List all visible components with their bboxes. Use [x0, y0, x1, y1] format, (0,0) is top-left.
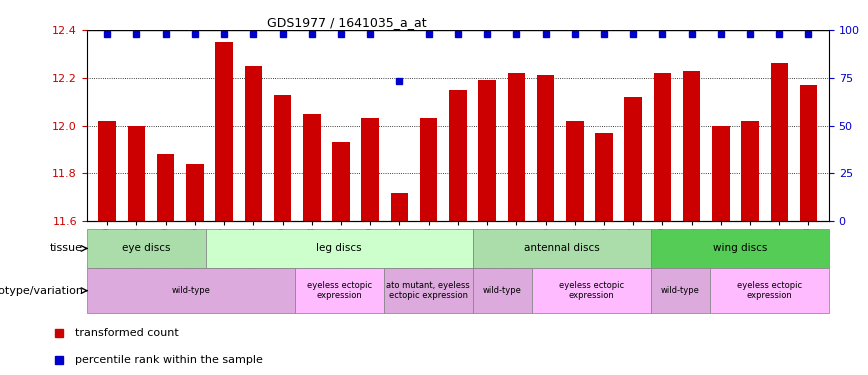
Bar: [420, 118, 437, 221]
Bar: [624, 97, 642, 221]
Bar: [245, 66, 262, 221]
Bar: [384, 268, 473, 313]
Title: GDS1977 / 1641035_a_at: GDS1977 / 1641035_a_at: [266, 16, 426, 29]
Text: wild-type: wild-type: [483, 286, 522, 295]
Bar: [87, 268, 294, 313]
Text: wild-type: wild-type: [661, 286, 700, 295]
Bar: [98, 121, 116, 221]
Text: ato mutant, eyeless
ectopic expression: ato mutant, eyeless ectopic expression: [386, 281, 470, 300]
Bar: [710, 268, 829, 313]
Text: eyeless ectopic
expression: eyeless ectopic expression: [306, 281, 372, 300]
Bar: [508, 73, 525, 221]
Bar: [473, 268, 532, 313]
Bar: [478, 80, 496, 221]
Bar: [595, 133, 613, 221]
Bar: [391, 192, 408, 221]
Bar: [128, 126, 145, 221]
Bar: [215, 42, 233, 221]
Text: percentile rank within the sample: percentile rank within the sample: [75, 355, 262, 365]
Text: antennal discs: antennal discs: [524, 243, 600, 254]
Bar: [566, 121, 583, 221]
Bar: [294, 268, 384, 313]
Text: leg discs: leg discs: [316, 243, 362, 254]
Text: eyeless ectopic
expression: eyeless ectopic expression: [737, 281, 802, 300]
Bar: [741, 121, 759, 221]
Bar: [654, 73, 671, 221]
Bar: [361, 118, 379, 221]
Bar: [651, 268, 710, 313]
Bar: [712, 126, 730, 221]
Bar: [651, 229, 829, 268]
Text: eye discs: eye discs: [122, 243, 170, 254]
Bar: [273, 94, 292, 221]
Bar: [87, 229, 206, 268]
Bar: [771, 63, 788, 221]
Bar: [536, 75, 555, 221]
Text: eyeless ectopic
expression: eyeless ectopic expression: [559, 281, 624, 300]
Text: tissue: tissue: [50, 243, 83, 254]
Bar: [449, 90, 467, 221]
Text: transformed count: transformed count: [75, 328, 179, 338]
Bar: [473, 229, 651, 268]
Bar: [206, 229, 473, 268]
Text: wing discs: wing discs: [713, 243, 767, 254]
Bar: [532, 268, 651, 313]
Bar: [303, 114, 320, 221]
Bar: [332, 142, 350, 221]
Text: wild-type: wild-type: [171, 286, 210, 295]
Bar: [186, 164, 204, 221]
Bar: [683, 70, 700, 221]
Text: genotype/variation: genotype/variation: [0, 286, 83, 296]
Bar: [799, 85, 818, 221]
Bar: [157, 154, 174, 221]
